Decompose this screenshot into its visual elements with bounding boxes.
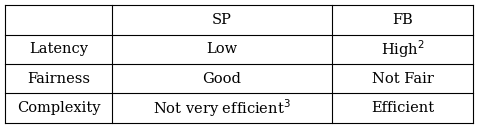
Text: High$^{2}$: High$^{2}$	[380, 38, 424, 60]
Text: FB: FB	[392, 13, 413, 27]
Text: Not Fair: Not Fair	[371, 72, 434, 86]
Text: SP: SP	[212, 13, 232, 27]
Text: Latency: Latency	[29, 42, 88, 56]
Text: Fairness: Fairness	[27, 72, 90, 86]
Text: Low: Low	[206, 42, 238, 56]
Text: Complexity: Complexity	[17, 101, 100, 115]
Text: Good: Good	[203, 72, 241, 86]
Text: Efficient: Efficient	[371, 101, 434, 115]
Text: Not very efficient$^{3}$: Not very efficient$^{3}$	[153, 97, 291, 119]
